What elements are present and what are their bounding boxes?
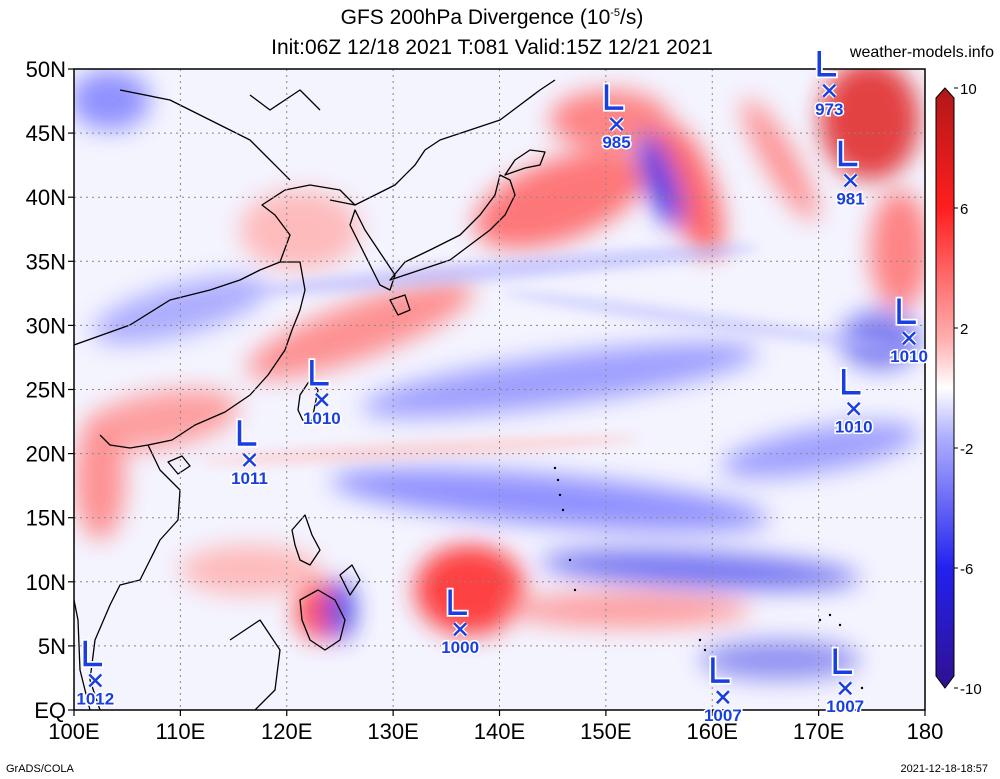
low-pressure-value: 1000 [441,638,479,657]
low-center: 1011 [230,418,269,490]
low-cross [838,681,853,696]
colorbar-ramp [935,87,955,689]
divergence-field [74,69,925,710]
low-center: 1010 [301,358,342,429]
title-unit: /s) [620,6,644,29]
low-letter [711,657,730,683]
low-center: 985 [601,82,632,154]
low-center: 1000 [440,587,481,659]
low-pressure-value: 1011 [231,469,268,488]
footer-software: GrADS/COLA [6,763,74,775]
lon-tick-label: 110E [156,719,206,744]
low-letter [237,420,257,446]
chart-title-line1: GFS 200hPa Divergence (10-5/s) [0,6,992,30]
low-pressure-value: 1010 [835,418,873,437]
low-cross [822,83,837,98]
low-center: 981 [835,139,866,210]
colorbar-label: -10 [960,681,982,698]
low-letter [310,360,329,386]
low-cross [453,622,468,637]
low-pressure-value: 973 [815,100,843,119]
lat-tick-label: 25N [26,378,66,403]
colorbar-label: 10 [960,81,977,98]
low-pressure-value: 1007 [826,697,864,716]
lon-tick-label: 100E [48,719,99,744]
lon-tick-label: 180 [907,719,944,744]
lat-tick-label: 5N [38,634,66,659]
watermark: weather-models.info [849,44,994,61]
low-cross [609,117,624,132]
low-letter [448,589,467,615]
low-cross [314,392,329,407]
graticule [74,69,925,710]
lat-tick-label: 10N [26,570,66,595]
low-pressure-value: 985 [602,133,630,152]
lat-tick-label: 20N [26,442,66,467]
low-cross [843,173,858,188]
footer-timestamp: 2021-12-18-18:57 [900,763,988,775]
lat-tick-label: 15N [26,506,66,531]
lon-tick-label: 160E [687,719,738,744]
low-cross [88,673,103,688]
low-letter [897,298,916,324]
low-letter [604,84,624,110]
low-pressure-value: 1007 [704,706,742,725]
colorbar-label: -2 [960,441,973,458]
low-center: 1012 [75,639,116,710]
low-cross [242,453,257,467]
lat-tick-label: 50N [26,57,66,82]
low-letter-halo [815,49,838,79]
lat-tick-label: 40N [26,185,66,210]
low-letter [83,640,103,667]
lon-tick-label: 140E [474,719,525,744]
colorbar: 10 6 2 -2 -6 -10 [935,81,982,698]
low-center: 1010 [833,367,874,438]
low-pressure-value: 1010 [890,347,928,366]
axis-labels: 100E 110E 120E 130E 140E 150E 160E 170E 180 EQ 5N 1… [26,57,944,744]
low-center: 973 [814,49,845,120]
islands [553,466,864,690]
title-text: GFS 200hPa Divergence (10 [340,6,611,29]
colorbar-label: 6 [960,201,968,218]
colorbar-labels: 10 6 2 -2 -6 -10 [954,81,982,698]
low-center: 1007 [702,655,743,727]
low-pressure-value: 1012 [76,690,114,709]
low-letter [841,368,861,395]
lat-tick-label: 45N [26,121,66,146]
lon-tick-label: 130E [367,719,418,744]
lon-tick-label: 170E [793,719,844,744]
low-pressure-value: 981 [836,190,864,209]
low-pressure-value: 1010 [303,409,341,428]
low-pressure-markers: 985 973 981 1010 1010 1010 1011 1000 1012 1007 100… [75,49,929,727]
low-cross [716,690,730,705]
low-letter [838,140,858,167]
lat-tick-label: 35N [26,249,66,274]
low-center: 1007 [825,646,866,718]
low-cross [846,401,861,416]
colorbar-label: 2 [960,321,968,338]
low-center: 1010 [889,296,929,368]
low-letter [833,648,852,674]
title-exponent: -5 [610,7,621,19]
lat-tick-label: 30N [26,313,66,338]
lat-tick-label: EQ [34,698,66,723]
lon-tick-label: 150E [580,719,631,744]
low-letter [817,51,837,77]
coastlines [74,79,556,710]
chart-title-line2: Init:06Z 12/18 2021 T:081 Valid:15Z 12/2… [271,36,713,59]
colorbar-label: -6 [960,561,973,578]
lon-tick-label: 120E [261,719,312,744]
low-cross [902,331,916,346]
